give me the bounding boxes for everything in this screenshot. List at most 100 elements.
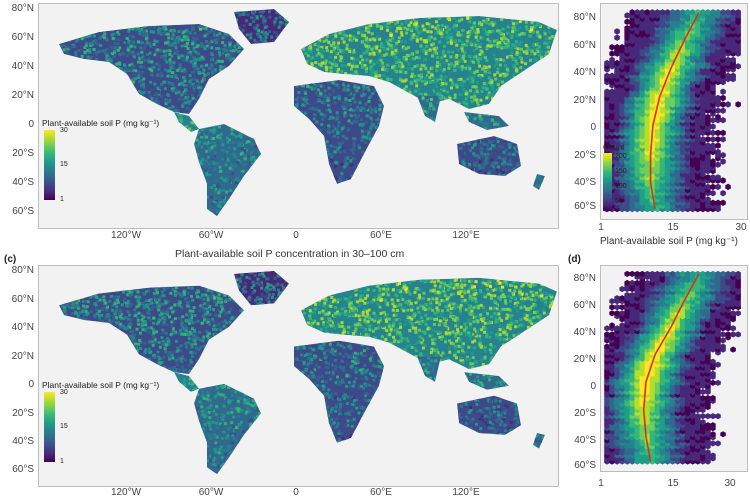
hexbin-cell — [609, 88, 615, 95]
hexbin-cell — [710, 358, 716, 365]
hexbin-cell — [609, 56, 615, 64]
hexbin-cell — [609, 331, 615, 338]
hexbin-cell — [710, 270, 716, 277]
hexbin-cell — [720, 177, 726, 184]
hexbin-cell — [730, 310, 736, 317]
lat-tick: 20°N — [573, 354, 596, 365]
hexbin-cell — [720, 9, 726, 16]
hexbin-cell — [715, 174, 721, 181]
hexbin-cell — [700, 136, 706, 143]
legend-title: Plant-available soil P (mg kg⁻¹) — [42, 380, 160, 390]
hexbin-cell — [679, 9, 686, 16]
hexbin-cell — [619, 286, 625, 293]
lat-tick: 40°S — [574, 177, 596, 188]
x-axis-title: Plant-available soil P (mg kg⁻¹) — [600, 236, 738, 247]
hexbin-cell — [705, 394, 711, 402]
hexbin-cell — [604, 343, 610, 350]
hexbin-cell — [619, 44, 625, 51]
hexbin-cell — [609, 304, 615, 311]
lat-tick: 20°N — [11, 90, 34, 101]
hexbin-cell — [710, 370, 716, 377]
legend-min: 1 — [60, 196, 64, 203]
hexbin-cell — [609, 310, 615, 317]
hexbin-cell — [614, 44, 620, 51]
hexbin-cell — [730, 331, 736, 338]
lat-tick: 60°S — [574, 460, 596, 471]
lon-tick: 120°W — [110, 230, 142, 241]
hexbin-cell — [710, 413, 716, 420]
x-tick: 30 — [735, 222, 747, 233]
hexbin-cell — [715, 107, 721, 114]
hexbin-cell — [720, 101, 726, 108]
hexbin-cell — [735, 310, 741, 317]
hexbin-cell — [614, 59, 620, 67]
hexbin-cell — [700, 394, 706, 402]
lat-tick: 80°N — [573, 273, 596, 284]
top-world-map — [39, 4, 557, 227]
hexbin-cell — [710, 129, 716, 137]
lat-tick: 40°N — [573, 67, 596, 78]
hexbin-cell — [624, 12, 630, 19]
lat-tick: 20°S — [574, 150, 596, 161]
hexbin-cell — [644, 9, 651, 16]
hexbin-cell — [710, 190, 716, 197]
hexbin-cell — [705, 174, 711, 181]
europe-asia-landmass — [301, 16, 557, 109]
lat-tick: 40°N — [11, 322, 34, 333]
hexbin-cell — [619, 322, 625, 329]
lat-tick: 40°N — [573, 327, 596, 338]
hexbin-cell — [710, 117, 716, 124]
lat-tick: 40°S — [574, 435, 596, 446]
hexbin-cell — [604, 331, 610, 338]
hexbin-cell — [730, 270, 736, 277]
hexbin-cell — [720, 94, 726, 102]
hexbin-cell — [609, 50, 615, 57]
hexbin-cell — [644, 270, 651, 277]
hexbin-cell — [730, 325, 736, 332]
count-tick: 150 — [615, 168, 627, 175]
hexbin-cell — [695, 270, 701, 277]
hexbin-cell — [720, 136, 726, 143]
lon-tick: 60°W — [198, 487, 224, 498]
hexbin-cell — [649, 270, 656, 277]
hexbin-cell — [705, 449, 711, 456]
hexbin-cell — [730, 72, 736, 79]
hexbin-cell — [710, 431, 716, 438]
lon-tick: 60°W — [198, 230, 224, 241]
lat-tick: 20°S — [12, 148, 34, 159]
hexbin-cell — [735, 270, 741, 277]
lat-tick: 20°S — [574, 408, 596, 419]
lat-tick: 60°N — [573, 40, 596, 51]
hexbin-cell — [639, 270, 646, 277]
lon-tick: 60°E — [370, 230, 392, 241]
lat-tick: 20°N — [573, 95, 596, 106]
hexbin-cell — [710, 452, 716, 459]
hexbin-cell — [659, 9, 666, 16]
hexbin-cell — [735, 101, 741, 108]
hexbin-cell — [669, 270, 676, 277]
hexbin-cell — [705, 136, 711, 143]
hexbin-cell — [705, 270, 711, 277]
hexbin-cell — [624, 279, 630, 287]
hexbin-cell — [684, 270, 691, 277]
count-tick: 50 — [615, 198, 623, 205]
hexbin-cell — [715, 148, 721, 156]
lat-tick: 80°N — [573, 12, 596, 23]
hexbin-cell — [720, 199, 726, 206]
hexbin-cell — [614, 325, 620, 332]
hexbin-cell — [705, 183, 711, 191]
hexbin-cell — [715, 94, 721, 102]
hexbin-cell — [705, 142, 711, 149]
hexbin-cell — [720, 190, 726, 197]
hexbin-cell — [629, 292, 635, 299]
legend-min: 1 — [60, 458, 64, 465]
hexbin-cell — [684, 9, 691, 16]
hexbin-cell — [725, 270, 731, 277]
hexbin-cell — [725, 101, 731, 108]
hexbin-cell — [715, 199, 721, 206]
lat-tick: 0 — [28, 379, 34, 390]
hexbin-cell — [735, 9, 741, 16]
hexbin-cells — [604, 9, 741, 213]
hexbin-cell — [720, 129, 726, 137]
hexbin-cell — [609, 44, 615, 51]
